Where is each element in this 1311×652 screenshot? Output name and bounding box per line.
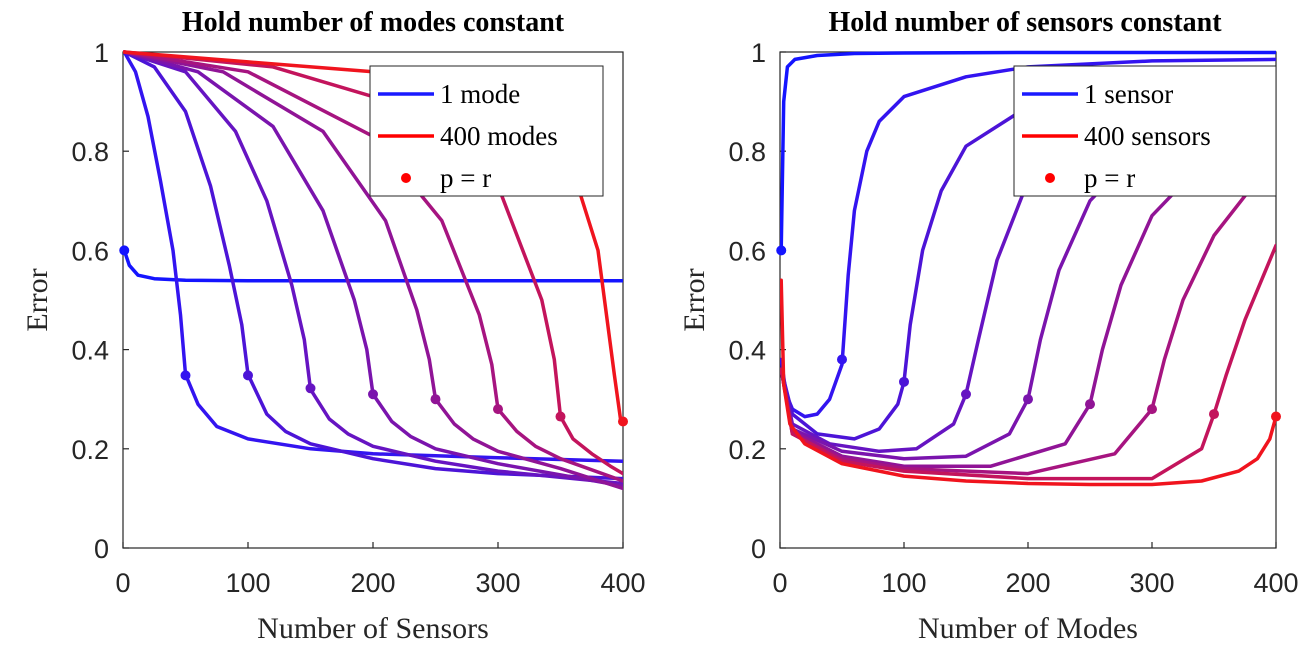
p-equals-r-marker	[899, 376, 909, 387]
p-equals-r-marker	[1023, 394, 1033, 405]
series-line-300-modes	[123, 50, 623, 483]
legend-marker-swatch	[401, 173, 411, 183]
p-equals-r-marker	[180, 370, 191, 381]
series-line-100-modes	[123, 50, 623, 481]
y-tick-label: 1	[94, 38, 109, 68]
legend-box	[369, 65, 604, 197]
y-tick-label: 0	[94, 534, 109, 564]
series-line-250-modes	[123, 50, 623, 491]
legend-label: p = r	[1084, 163, 1135, 193]
legend: 1 mode 400 modes p = r	[369, 65, 604, 197]
y-tick-label: 0.2	[71, 435, 109, 465]
x-tick-label: 300	[1129, 568, 1174, 598]
p-equals-r-marker	[119, 245, 130, 256]
chart-panel-2: 0 100 200 300 400 0 0.2 0.4 0.6 0.8 1 Hold number o…	[678, 7, 1299, 645]
x-tick-label: 100	[881, 568, 926, 598]
x-tick-label: 400	[600, 568, 645, 598]
p-equals-r-marker	[430, 394, 441, 405]
x-tick-label: 300	[475, 568, 520, 598]
y-tick-label: 0.6	[71, 236, 109, 266]
series-line-400-sensors	[780, 278, 1276, 487]
chart-title: Hold number of modes constant	[182, 7, 565, 38]
series-line-350-sensors	[780, 243, 1276, 481]
x-tick-label: 0	[115, 568, 130, 598]
series-group	[123, 50, 623, 491]
chart-title: Hold number of sensors constant	[828, 7, 1222, 38]
series-line-1-sensor	[780, 50, 1276, 253]
legend-box	[1013, 65, 1277, 197]
p-equals-r-marker	[1209, 409, 1219, 420]
y-tick-label: 0.8	[71, 137, 109, 167]
p-equals-r-marker	[368, 389, 378, 400]
p-equals-r-marker	[1271, 411, 1281, 422]
series-line-200-modes	[123, 50, 623, 488]
y-tick-label: 0	[751, 534, 766, 564]
x-tick-label: 200	[350, 568, 395, 598]
legend-label: 1 sensor	[1084, 79, 1173, 109]
p-equals-r-marker	[837, 354, 847, 365]
x-axis-label: Number of Modes	[918, 612, 1138, 645]
y-tick-label: 0.4	[728, 336, 766, 366]
legend: 1 sensor 400 sensors p = r	[1013, 65, 1277, 197]
x-axis-label: Number of Sensors	[257, 612, 489, 645]
series-line-50-modes	[123, 50, 623, 463]
y-tick-label: 0.6	[728, 236, 766, 266]
p-equals-r-marker	[618, 416, 628, 427]
p-equals-r-marker	[493, 404, 503, 415]
p-equals-r-marker	[555, 411, 566, 422]
legend-marker-swatch	[1045, 173, 1055, 183]
x-tick-label: 200	[1005, 568, 1050, 598]
legend-label: 1 mode	[440, 79, 520, 109]
y-axis-label: Error	[21, 268, 54, 331]
series-line-50-sensors	[780, 57, 1276, 419]
p-equals-r-marker	[1147, 404, 1157, 415]
series-line-1-mode	[123, 248, 623, 283]
p-equals-r-marker	[776, 245, 787, 256]
y-tick-label: 0.8	[728, 137, 766, 167]
x-tick-label: 100	[225, 568, 270, 598]
chart-panel-1: 0 100 200 300 400 0 0.2 0.4 0.6 0.8 1 Hold number o…	[21, 7, 646, 645]
series-line-250-sensors	[780, 119, 1276, 468]
p-equals-r-marker	[1085, 399, 1095, 410]
y-axis-label: Error	[678, 268, 711, 331]
y-tick-label: 0.2	[728, 435, 766, 465]
legend-label: 400 modes	[440, 121, 558, 151]
legend-label: 400 sensors	[1084, 121, 1211, 151]
x-tick-label: 0	[772, 568, 787, 598]
p-equals-r-marker	[243, 370, 253, 381]
p-equals-r-marker	[961, 389, 971, 400]
x-tick-label: 400	[1253, 568, 1298, 598]
p-equals-r-marker	[305, 383, 316, 394]
y-tick-label: 1	[751, 38, 766, 68]
legend-label: p = r	[440, 163, 491, 193]
y-tick-label: 0.4	[71, 336, 109, 366]
